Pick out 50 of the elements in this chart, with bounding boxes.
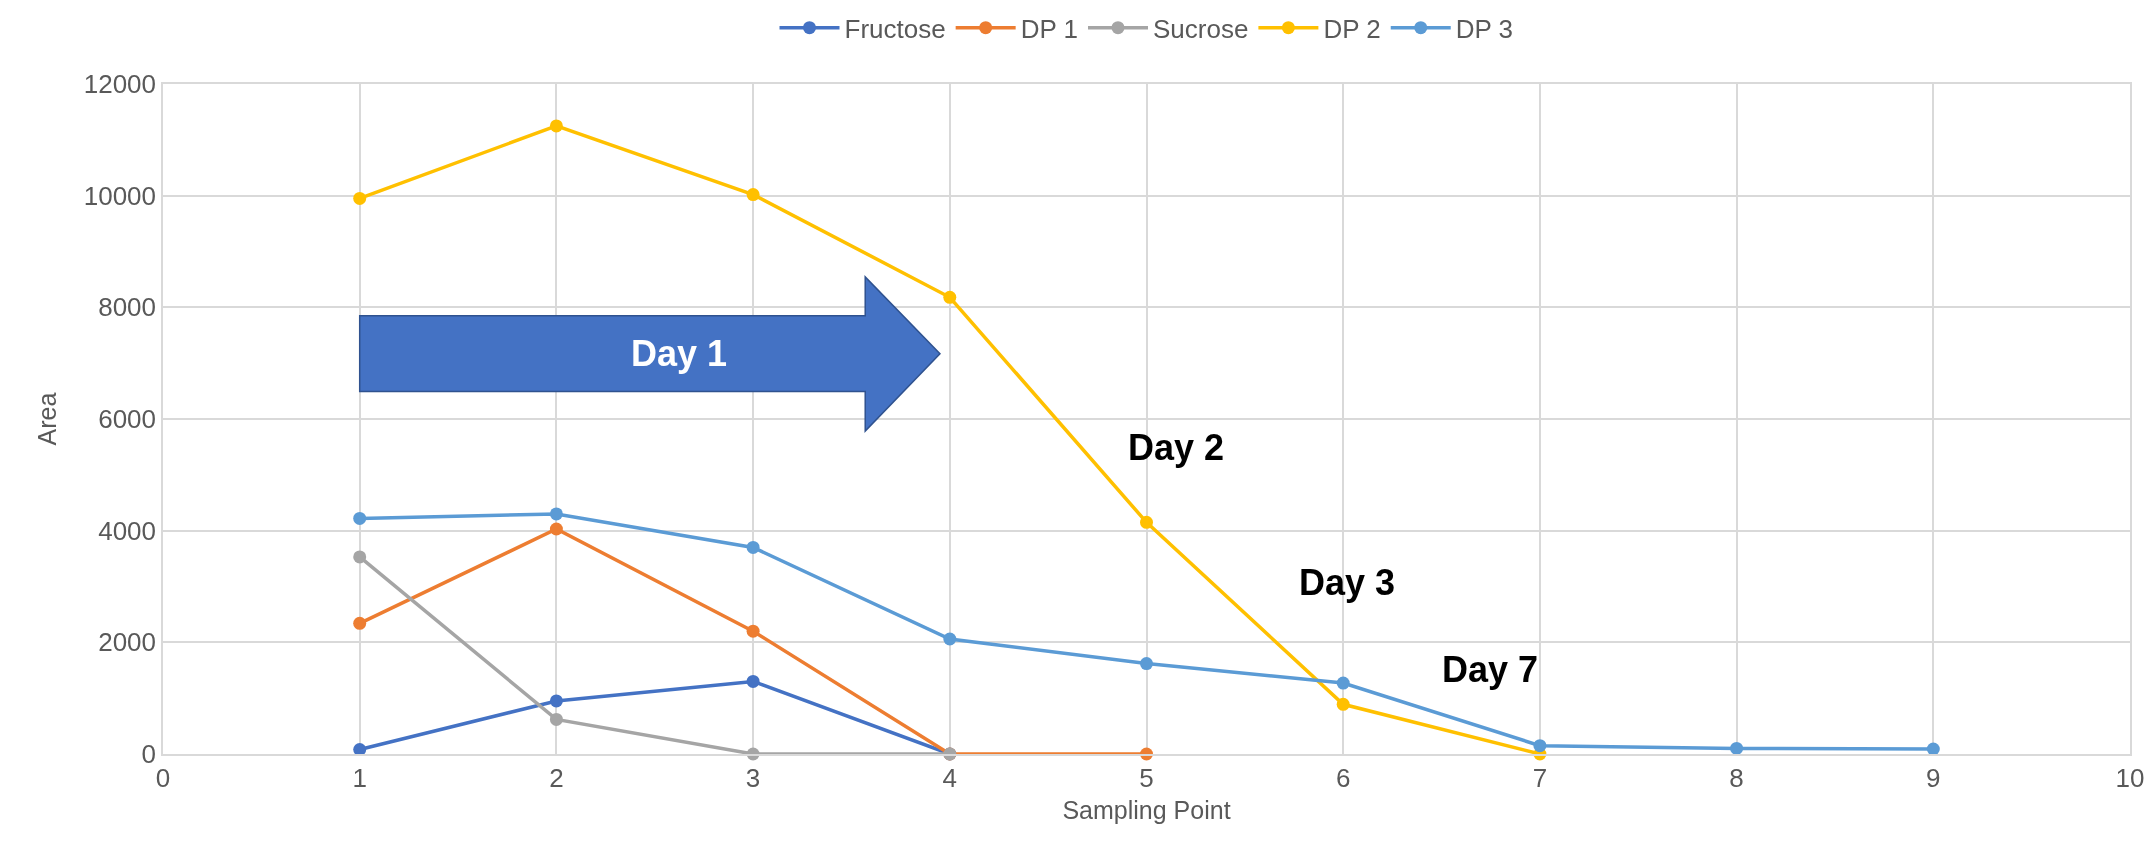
x-tick-label: 2 bbox=[549, 762, 564, 793]
point bbox=[353, 616, 367, 630]
point bbox=[1140, 515, 1153, 529]
y-axis-title: Area bbox=[32, 392, 61, 446]
x-tick-label: 5 bbox=[1139, 762, 1154, 793]
point bbox=[549, 694, 563, 708]
y-tick-label: 12000 bbox=[83, 69, 157, 100]
y-tick-label: 8000 bbox=[98, 292, 157, 323]
point bbox=[746, 624, 760, 638]
point bbox=[549, 119, 563, 133]
y-tick-label: 6000 bbox=[98, 404, 157, 435]
point bbox=[943, 632, 957, 646]
annotation: Day 7 bbox=[1442, 649, 1539, 690]
legend-label: DP 3 bbox=[1455, 13, 1514, 44]
point bbox=[1336, 676, 1350, 690]
x-tick-label: 10 bbox=[2115, 762, 2145, 793]
legend-label: Sucrose bbox=[1153, 13, 1249, 44]
point bbox=[1533, 739, 1547, 753]
y-tick-label: 4000 bbox=[98, 515, 157, 546]
point bbox=[746, 674, 760, 688]
point bbox=[353, 511, 367, 525]
y-tick-label: 0 bbox=[141, 739, 157, 770]
point bbox=[549, 507, 563, 521]
x-tick-label: 1 bbox=[352, 762, 367, 793]
legend-label: Fructose bbox=[844, 13, 946, 44]
point bbox=[353, 550, 367, 564]
x-tick-label: 6 bbox=[1335, 762, 1351, 793]
point bbox=[353, 191, 367, 205]
annotation: Day 2 bbox=[1128, 427, 1225, 468]
y-tick-label: 10000 bbox=[83, 180, 157, 211]
x-tick-label: 9 bbox=[1926, 762, 1941, 793]
point bbox=[549, 712, 563, 726]
point bbox=[1730, 741, 1744, 755]
point bbox=[1140, 657, 1153, 671]
legend-label: DP 1 bbox=[1020, 13, 1078, 44]
point bbox=[746, 188, 760, 202]
point bbox=[943, 290, 957, 304]
point bbox=[746, 540, 760, 554]
y-tick-label: 2000 bbox=[98, 627, 157, 658]
x-tick-label: 8 bbox=[1729, 762, 1744, 793]
legend-label: DP 2 bbox=[1323, 13, 1381, 44]
x-tick-label: 7 bbox=[1532, 762, 1548, 793]
x-tick-label: 3 bbox=[745, 762, 761, 793]
point bbox=[1926, 742, 1940, 756]
point bbox=[549, 522, 563, 536]
x-axis-title: Sampling Point bbox=[1062, 796, 1231, 825]
annotation: Day 1 bbox=[631, 333, 728, 374]
point bbox=[1336, 697, 1350, 711]
x-tick-label: 4 bbox=[942, 762, 958, 793]
annotation: Day 3 bbox=[1299, 562, 1396, 603]
